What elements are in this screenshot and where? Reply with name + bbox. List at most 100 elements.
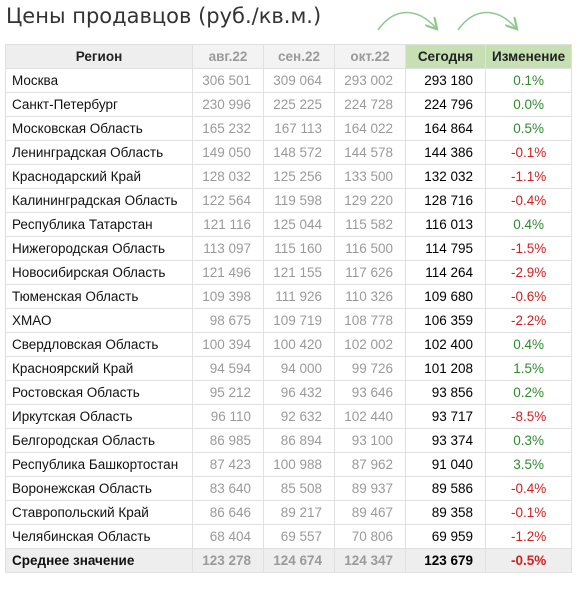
oct-cell: 115 582 (334, 212, 406, 237)
header-aug: авг.22 (192, 44, 264, 69)
table-row: Москва 306 501 309 064 293 002 293 180 0.1% (5, 68, 573, 93)
today-cell: 93 374 (405, 428, 486, 453)
change-cell: 0.0% (484, 92, 573, 117)
aug-cell: 123 278 (192, 548, 264, 573)
table-row: Республика Татарстан 121 116 125 044 115 58… (5, 212, 573, 237)
oct-cell: 89 937 (334, 476, 406, 501)
sep-cell: 94 000 (263, 356, 335, 381)
table-row: Свердловская Область 100 394 100 420 102 00… (5, 332, 573, 357)
today-cell: 224 796 (405, 92, 486, 117)
today-cell: 128 716 (405, 188, 486, 213)
change-cell: -1.5% (484, 236, 573, 261)
table-row: Московская Область 165 232 167 113 164 022 1… (5, 116, 573, 141)
arrow-to-change-icon (457, 11, 516, 31)
sep-cell: 125 256 (263, 164, 335, 189)
sep-cell: 86 894 (263, 428, 335, 453)
oct-cell: 129 220 (334, 188, 406, 213)
today-cell: 91 040 (405, 452, 486, 477)
table-row: Иркутская Область 96 110 92 632 102 440 93 7… (5, 404, 573, 429)
header-change: Изменение (484, 44, 573, 69)
sep-cell: 125 044 (263, 212, 335, 237)
change-cell: -1.1% (484, 164, 573, 189)
table-row: Ленинградская Область 149 050 148 572 144 5… (5, 140, 573, 165)
today-cell: 144 386 (405, 140, 486, 165)
region-cell: ХМАО (5, 308, 193, 333)
change-cell: 3.5% (484, 452, 573, 477)
aug-cell: 96 110 (192, 404, 264, 429)
oct-cell: 93 100 (334, 428, 406, 453)
region-cell: Ростовская Область (5, 380, 193, 405)
today-cell: 102 400 (405, 332, 486, 357)
region-cell: Белгородская Область (5, 428, 193, 453)
sep-cell: 100 988 (263, 452, 335, 477)
sep-cell: 119 598 (263, 188, 335, 213)
oct-cell: 117 626 (334, 260, 406, 285)
change-cell: -0.1% (484, 500, 573, 525)
sep-cell: 100 420 (263, 332, 335, 357)
header-row: Регион авг.22 сен.22 окт.22 Сегодня Изме… (5, 44, 573, 69)
region-cell: Тюменская Область (5, 284, 193, 309)
sep-cell: 109 719 (263, 308, 335, 333)
aug-cell: 87 423 (192, 452, 264, 477)
table-row: Республика Башкортостан 87 423 100 988 87 9… (5, 452, 573, 477)
region-cell: Иркутская Область (5, 404, 193, 429)
today-cell: 101 208 (405, 356, 486, 381)
aug-cell: 128 032 (192, 164, 264, 189)
header-oct: окт.22 (334, 44, 406, 69)
change-cell: 0.5% (484, 116, 573, 141)
today-cell: 114 264 (405, 260, 486, 285)
oct-cell: 108 778 (334, 308, 406, 333)
today-cell: 132 032 (405, 164, 486, 189)
today-cell: 93 717 (405, 404, 486, 429)
sep-cell: 121 155 (263, 260, 335, 285)
sep-cell: 111 926 (263, 284, 335, 309)
change-cell: -0.1% (484, 140, 573, 165)
aug-cell: 100 394 (192, 332, 264, 357)
region-cell: Воронежская Область (5, 476, 193, 501)
aug-cell: 121 496 (192, 260, 264, 285)
aug-cell: 109 398 (192, 284, 264, 309)
table-row: Нижегородская Область 113 097 115 160 116 5… (5, 236, 573, 261)
aug-cell: 83 640 (192, 476, 264, 501)
sep-cell: 92 632 (263, 404, 335, 429)
region-cell: Новосибирская Область (5, 260, 193, 285)
table-row: Воронежская Область 83 640 85 508 89 937 89 … (5, 476, 573, 501)
region-cell: Ленинградская Область (5, 140, 193, 165)
region-cell: Краснодарский Край (5, 164, 193, 189)
header-region: Регион (5, 44, 193, 69)
table-row: Челябинская Область 68 404 69 557 70 806 69 … (5, 524, 573, 549)
region-cell: Челябинская Область (5, 524, 193, 549)
oct-cell: 224 728 (334, 92, 406, 117)
region-cell: Калининградская Область (5, 188, 193, 213)
region-cell: Ставропольский Край (5, 500, 193, 525)
sep-cell: 167 113 (263, 116, 335, 141)
change-cell: 0.4% (484, 332, 573, 357)
change-cell: -2.2% (484, 308, 573, 333)
oct-cell: 70 806 (334, 524, 406, 549)
change-cell: -0.5% (484, 548, 573, 573)
sep-cell: 69 557 (263, 524, 335, 549)
aug-cell: 94 594 (192, 356, 264, 381)
oct-cell: 164 022 (334, 116, 406, 141)
table-row: Тюменская Область 109 398 111 926 110 326 10… (5, 284, 573, 309)
change-cell: 1.5% (484, 356, 573, 381)
header-today: Сегодня (405, 44, 486, 69)
change-cell: 0.3% (484, 428, 573, 453)
sep-cell: 225 225 (263, 92, 335, 117)
aug-cell: 121 116 (192, 212, 264, 237)
today-cell: 114 795 (405, 236, 486, 261)
region-cell: Свердловская Область (5, 332, 193, 357)
table-row: Ростовская Область 95 212 96 432 93 646 93 8… (5, 380, 573, 405)
sep-cell: 115 160 (263, 236, 335, 261)
sep-cell: 148 572 (263, 140, 335, 165)
header-sep: сен.22 (263, 44, 335, 69)
change-cell: -2.9% (484, 260, 573, 285)
today-cell: 123 679 (405, 548, 486, 573)
table-row: Калининградская Область 122 564 119 598 129… (5, 188, 573, 213)
page-title: Цены продавцов (руб./кв.м.) (6, 4, 322, 28)
table-row: Красноярский Край 94 594 94 000 99 726 101 2… (5, 356, 573, 381)
sep-cell: 89 217 (263, 500, 335, 525)
change-cell: 0.4% (484, 212, 573, 237)
sep-cell: 124 674 (263, 548, 335, 573)
today-cell: 293 180 (405, 68, 486, 93)
